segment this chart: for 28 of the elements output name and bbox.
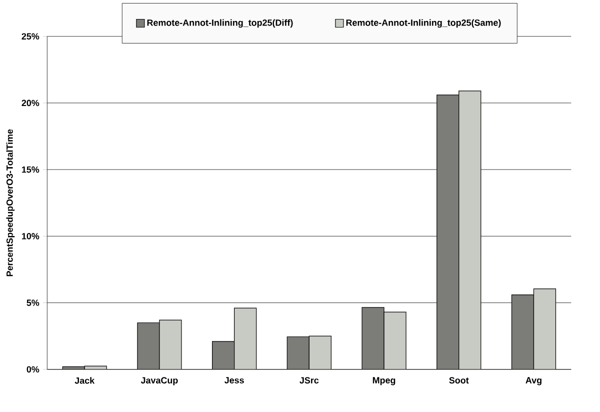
legend-label: Remote-Annot-Inlining_top25(Diff) <box>147 19 293 28</box>
y-tick-label: 15% <box>22 166 40 173</box>
x-tick-label: Mpeg <box>372 377 396 386</box>
x-tick-label: JSrc <box>300 377 319 384</box>
x-tick-label: Jess <box>224 377 244 384</box>
y-tick-label: 20% <box>22 100 40 106</box>
bar <box>212 341 235 370</box>
bar <box>286 336 310 370</box>
x-tick-label: Soot <box>449 377 469 384</box>
y-tick-label: 25% <box>22 33 40 40</box>
legend-label: Remote-Annot-Inlining_top25(Same) <box>346 19 501 28</box>
bar <box>234 308 257 370</box>
bar <box>137 322 160 370</box>
x-tick-label: Avg <box>526 377 542 386</box>
y-axis-title: PercentSpeedupOverO3-TotalTime <box>6 129 15 276</box>
bar <box>511 294 534 370</box>
bar <box>533 288 556 370</box>
y-tick-label: 0% <box>26 366 40 373</box>
bar <box>458 90 482 370</box>
x-tick-label: JavaCup <box>140 377 178 386</box>
bar <box>384 312 406 370</box>
bar <box>436 94 460 370</box>
bar <box>159 320 182 370</box>
bar <box>308 336 332 370</box>
bar <box>362 307 384 370</box>
y-tick-label: 10% <box>22 232 40 240</box>
y-tick-label: 5% <box>26 300 40 306</box>
x-tick-label: Jack <box>74 377 95 384</box>
